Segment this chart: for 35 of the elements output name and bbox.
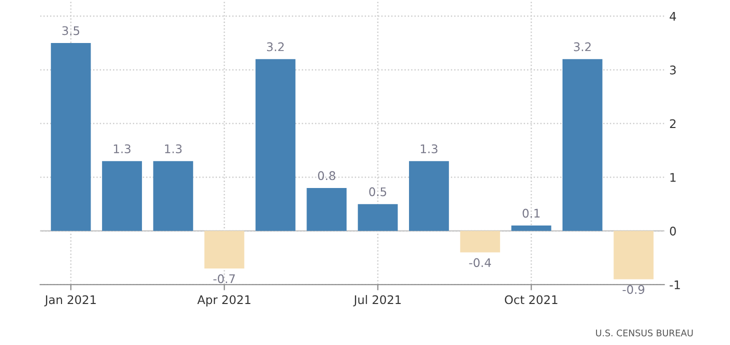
y-tick-label: -1 xyxy=(670,280,680,290)
y-tick-label: 0 xyxy=(670,226,676,236)
x-tick-label: Oct 2021 xyxy=(504,295,558,304)
data-label: -0.4 xyxy=(469,258,491,268)
data-label: 1.3 xyxy=(165,144,182,154)
bar xyxy=(306,188,347,231)
bar xyxy=(50,42,91,231)
data-label: 0.8 xyxy=(318,171,336,180)
bar xyxy=(153,161,194,231)
y-tick-label: 4 xyxy=(670,12,676,21)
data-label: 1.3 xyxy=(114,144,130,154)
data-label: 0.5 xyxy=(369,187,386,196)
y-tick-label: 3 xyxy=(670,66,676,74)
data-label: 3.2 xyxy=(574,42,591,52)
x-tick-label: Jan 2021 xyxy=(44,295,96,306)
data-label: 3.2 xyxy=(267,42,284,52)
bar xyxy=(358,204,398,231)
data-label: -0.7 xyxy=(213,274,235,284)
data-label: 3.5 xyxy=(62,26,80,36)
bar xyxy=(614,230,654,280)
x-tick-label: Jul 2021 xyxy=(353,295,401,306)
data-label: 0.1 xyxy=(522,208,540,218)
text: U.S. CENSUS BUREAU xyxy=(596,330,693,336)
y-tick-label: 2 xyxy=(670,119,676,128)
y-tick-label: 1 xyxy=(670,173,676,182)
data-label: -0.9 xyxy=(622,285,644,294)
bar xyxy=(511,226,552,231)
bar xyxy=(204,230,244,269)
bar xyxy=(256,59,296,231)
bar xyxy=(562,59,602,231)
data-label: 1.3 xyxy=(420,144,438,154)
bar xyxy=(460,230,500,252)
bar xyxy=(102,161,142,231)
x-tick-label: Apr 2021 xyxy=(197,295,250,306)
bar xyxy=(409,161,449,231)
